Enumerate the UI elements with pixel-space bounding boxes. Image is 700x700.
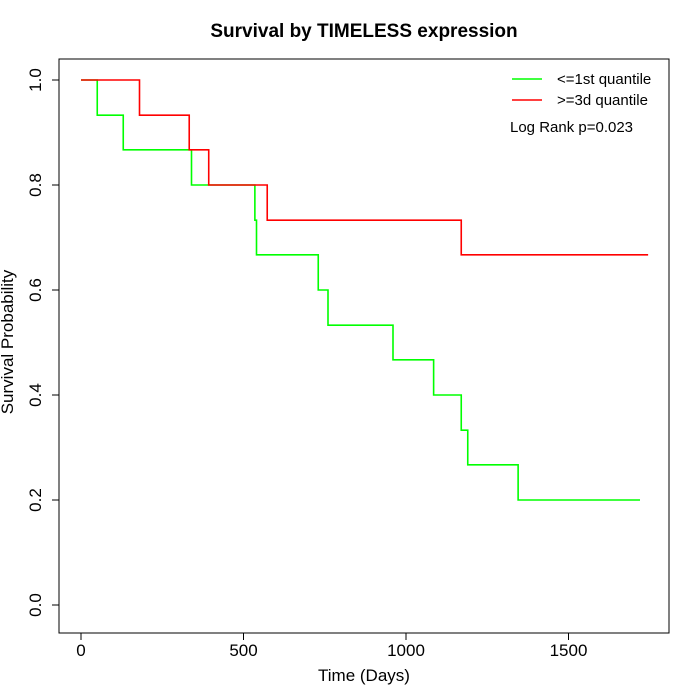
log-rank-annotation: Log Rank p=0.023 [510,119,633,136]
chart-title: Survival by TIMELESS expression [210,21,517,42]
y-axis-label: Survival Probability [0,269,17,414]
x-tick-label: 500 [229,641,257,660]
legend: <=1st quantile >=3d quantile [512,71,651,109]
y-axis: 0.0 0.2 0.4 0.6 0.8 1.0 [26,68,60,617]
series-layer [81,79,649,501]
series-line-first-quantile [81,79,640,501]
legend-label-third-quantile: >=3d quantile [557,92,648,109]
y-tick-label: 0.8 [26,173,45,197]
x-axis-label: Time (Days) [318,666,410,685]
plot-frame [58,58,670,634]
y-tick-label: 1.0 [26,68,45,92]
x-tick-label: 0 [76,641,85,660]
y-tick-label: 0.0 [26,593,45,617]
series-line-third-quantile [81,79,649,256]
y-tick-label: 0.4 [26,383,45,407]
x-tick-label: 1500 [550,641,588,660]
x-axis: 0 500 1000 1500 [76,632,588,660]
x-tick-label: 1000 [387,641,425,660]
y-tick-label: 0.2 [26,488,45,512]
legend-label-first-quantile: <=1st quantile [557,71,651,88]
y-tick-label: 0.6 [26,278,45,302]
